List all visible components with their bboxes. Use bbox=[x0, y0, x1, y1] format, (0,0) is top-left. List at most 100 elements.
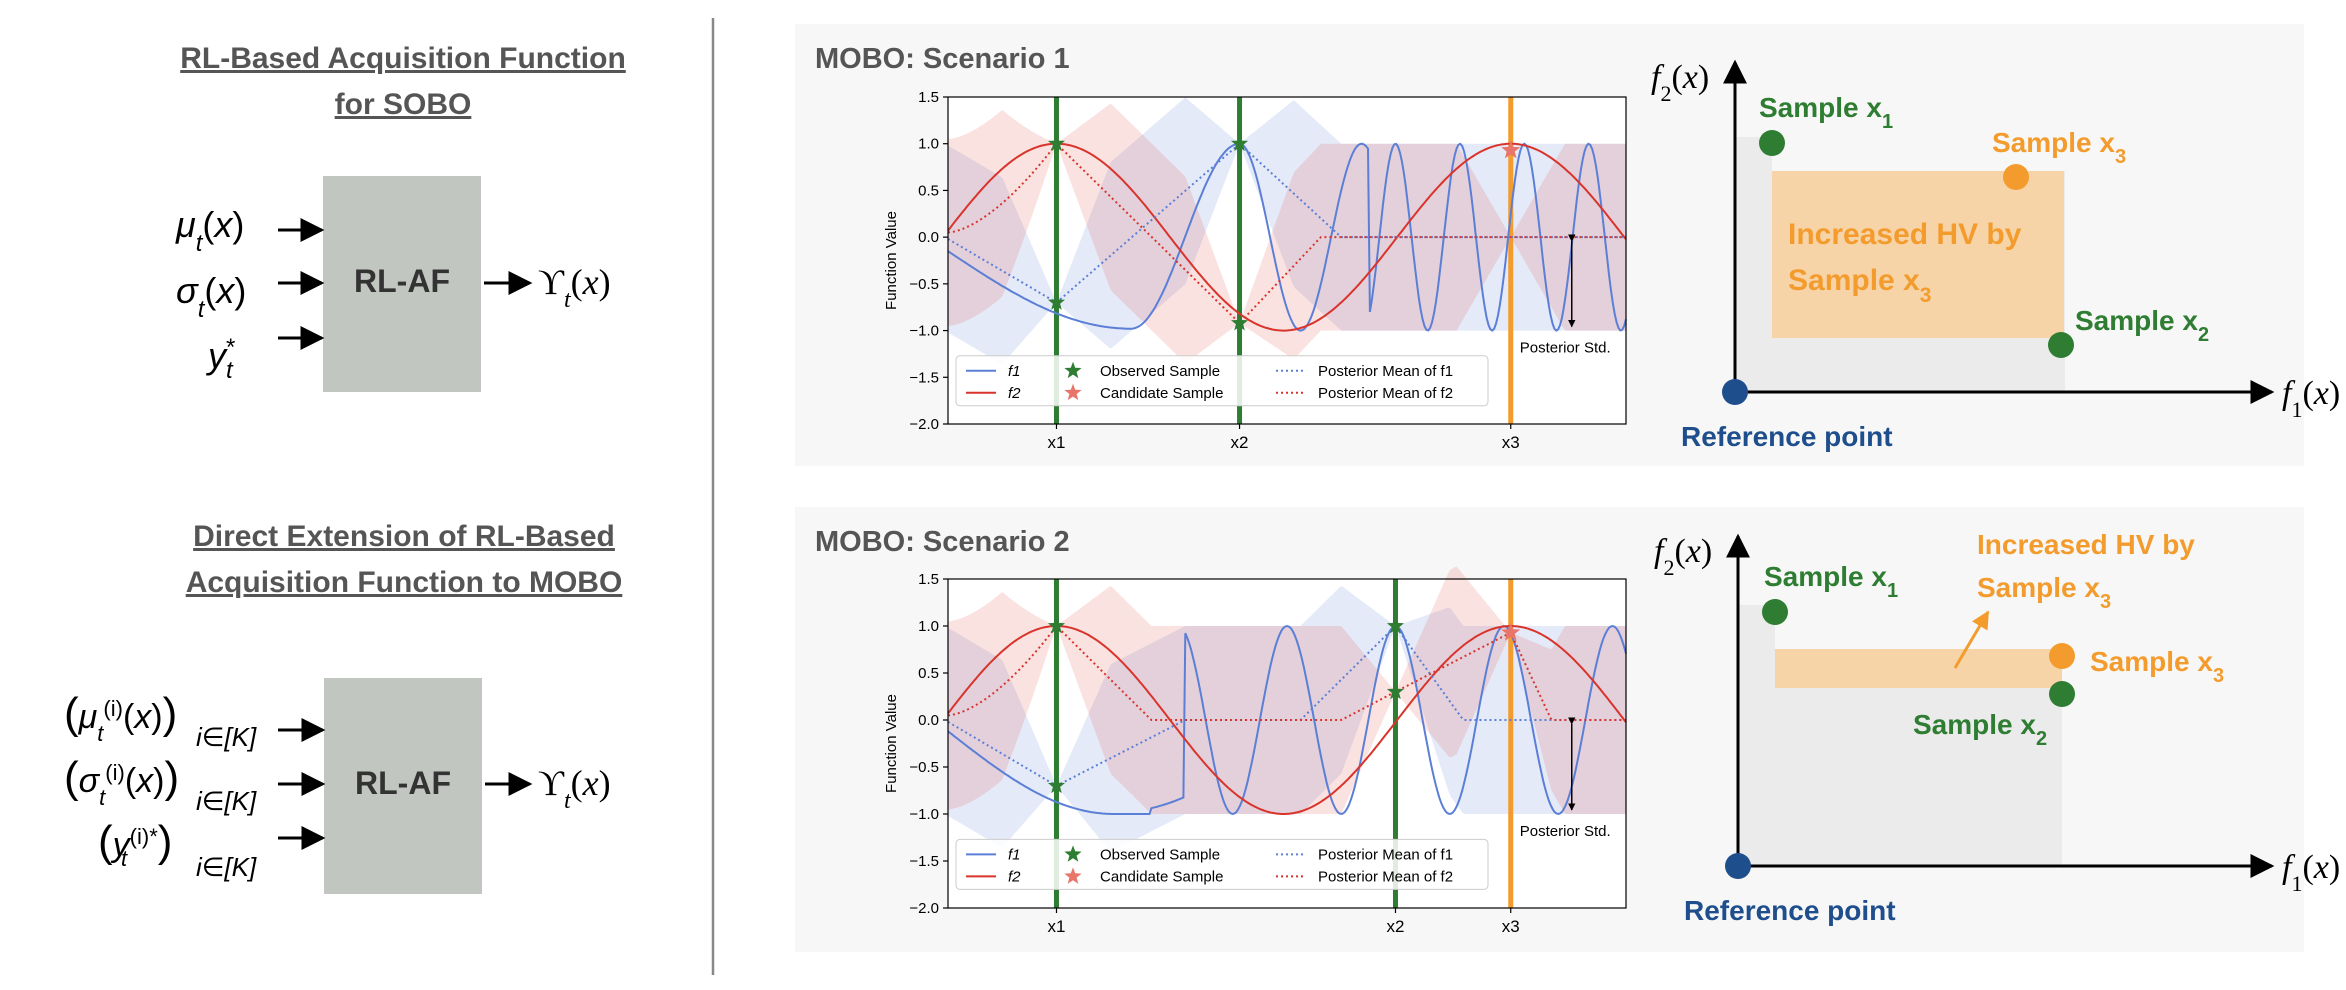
y-tick-label: −2.0 bbox=[909, 900, 939, 917]
y-tick-label: −0.5 bbox=[909, 276, 939, 293]
observed-star-f1-2 bbox=[1386, 617, 1404, 634]
y-tick-label: −1.0 bbox=[909, 323, 939, 340]
svg-text:t: t bbox=[226, 357, 234, 384]
sample-point-x2 bbox=[2048, 332, 2074, 358]
y-tick-label: 0.5 bbox=[918, 182, 939, 199]
f1-line bbox=[947, 142, 1627, 332]
sample-label-x3: Sample x3 bbox=[2090, 646, 2224, 687]
sobo-input-mu: μt(x) bbox=[175, 204, 244, 257]
x-tick-label: x3 bbox=[1502, 433, 1520, 452]
sobo-input-ystar: y* bbox=[205, 334, 235, 377]
sobo-output: ϒt(x) bbox=[538, 262, 611, 313]
sobo-rl-af-box bbox=[323, 176, 481, 392]
legend-swatch-3 bbox=[1064, 361, 1082, 379]
observed-star-f1-2 bbox=[1231, 134, 1249, 151]
sobo-title-line1: RL-Based Acquisition Function bbox=[180, 42, 626, 75]
y-tick-label: −1.5 bbox=[909, 369, 939, 386]
observed-star-f2-2 bbox=[1231, 314, 1249, 331]
scenario-2-panel: MOBO: Scenario 2 Posterior Std. 1.5 1.0 0.5 0… bbox=[795, 507, 2340, 952]
increased-hv-region bbox=[1772, 171, 2064, 338]
posterior-std-band-f1 bbox=[948, 97, 1626, 364]
sample-label-x2: Sample x2 bbox=[1913, 709, 2047, 750]
reference-point-label: Reference point bbox=[1684, 895, 1896, 926]
increased-hv-label-line2: Sample x3 bbox=[1788, 264, 1931, 307]
posterior-std-label: Posterior Std. bbox=[1520, 340, 1611, 357]
y-tick-label: 0.0 bbox=[918, 229, 939, 246]
legend-label-2: f2 bbox=[1008, 868, 1021, 885]
y-tick-label: −2.0 bbox=[909, 416, 939, 433]
y-axis-label: Function Value bbox=[883, 694, 900, 793]
y-tick-label: 1.5 bbox=[918, 89, 939, 106]
increased-hv-label-line1: Increased HV by bbox=[1977, 529, 2195, 560]
legend-box bbox=[955, 355, 1489, 407]
mobo-rl-af-label: RL-AF bbox=[355, 765, 451, 801]
legend-label-5: Posterior Mean of f1 bbox=[1318, 363, 1453, 380]
legend-swatch-4 bbox=[1064, 383, 1082, 401]
legend: f1 f2 Observed Sample Candidate Sample Poste… bbox=[955, 355, 1489, 407]
y-tick-label: −1.0 bbox=[909, 806, 939, 823]
scenario-title: MOBO: Scenario 2 bbox=[815, 526, 1070, 558]
x-tick-label: x1 bbox=[1047, 917, 1065, 936]
legend-label-6: Posterior Mean of f2 bbox=[1318, 868, 1453, 885]
sample-label-x1: Sample x1 bbox=[1764, 561, 1898, 602]
sample-point-x3 bbox=[2049, 643, 2075, 669]
sobo-title-line2: for SOBO bbox=[335, 88, 472, 121]
sample-point-x1 bbox=[1762, 599, 1788, 625]
pareto-x-axis-label: f1(x) bbox=[2282, 849, 2340, 896]
legend-label-1: f1 bbox=[1008, 363, 1021, 380]
increased-hv-label-line2: Sample x3 bbox=[1977, 572, 2111, 613]
legend-label-6: Posterior Mean of f2 bbox=[1318, 385, 1453, 402]
observed-star-f2-2 bbox=[1386, 682, 1404, 700]
sobo-inputs: μt(x) σt(x) y* t bbox=[175, 204, 246, 384]
x-tick-label: x2 bbox=[1231, 433, 1249, 452]
increased-hv-pointer-arrow bbox=[1953, 610, 1990, 669]
sobo-input-sigma: σt(x) bbox=[176, 270, 246, 323]
x-tick-label: x1 bbox=[1047, 433, 1065, 452]
legend-label-4: Candidate Sample bbox=[1100, 385, 1223, 402]
legend-label-3: Observed Sample bbox=[1100, 846, 1220, 863]
mobo-output: ϒt(x) bbox=[538, 763, 611, 814]
svg-text:t: t bbox=[121, 846, 128, 871]
sample-label-x3: Sample x3 bbox=[1992, 127, 2126, 168]
gp-plot: Posterior Std. 1.5 1.0 0.5 0.0 −0.5 −1.0 −1.5 −2… bbox=[883, 89, 1627, 452]
observed-star-f1-1 bbox=[1047, 776, 1065, 794]
legend-label-3: Observed Sample bbox=[1100, 363, 1220, 380]
scenario-1-panel: MOBO: Scenario 1 Posterior Std. 1.5 1.0 0.5 0… bbox=[795, 24, 2340, 466]
reference-point bbox=[1722, 379, 1748, 405]
y-tick-label: 1.0 bbox=[918, 136, 939, 153]
increased-hv-region bbox=[1775, 649, 2062, 688]
y-tick-label: −0.5 bbox=[909, 759, 939, 776]
observed-star-f1-1 bbox=[1047, 293, 1065, 310]
mobo-extension-section: Direct Extension of RL-Based Acquisition… bbox=[64, 520, 622, 894]
y-axis-label: Function Value bbox=[883, 211, 900, 310]
legend-label-1: f1 bbox=[1008, 846, 1021, 863]
y-tick-label: 0.5 bbox=[918, 665, 939, 682]
candidate-star bbox=[1501, 140, 1521, 159]
legend-swatch-4 bbox=[1064, 867, 1082, 884]
plot-frame bbox=[947, 578, 1627, 909]
mobo-input-mu: (μt(i)(x)) bbox=[64, 689, 177, 746]
scenario-title: MOBO: Scenario 1 bbox=[815, 43, 1070, 75]
sample-point-x3 bbox=[2003, 164, 2029, 190]
plot-frame bbox=[947, 96, 1627, 425]
legend-label-4: Candidate Sample bbox=[1100, 868, 1223, 885]
mobo-title-line2: Acquisition Function to MOBO bbox=[186, 566, 623, 599]
x-tick-label: x3 bbox=[1502, 917, 1520, 936]
reference-point-label: Reference point bbox=[1681, 421, 1893, 452]
mobo-title-line1: Direct Extension of RL-Based bbox=[193, 520, 615, 553]
svg-text:i∈[K]: i∈[K] bbox=[196, 852, 257, 882]
sample-label-x1: Sample x1 bbox=[1759, 92, 1893, 133]
legend-swatch-3 bbox=[1064, 845, 1082, 862]
mobo-inputs: (μt(i)(x)) i∈[K] (σt(i)(x)) i∈[K] (y(i)*… bbox=[64, 689, 257, 882]
sample-label-x2: Sample x2 bbox=[2075, 305, 2209, 346]
y-tick-label: 1.5 bbox=[918, 571, 939, 588]
f1-line bbox=[947, 624, 1627, 816]
gp-plot: Posterior Std. 1.5 1.0 0.5 0.0 −0.5 −1.0 −1.5 −2… bbox=[883, 566, 1627, 936]
posterior-std-label: Posterior Std. bbox=[1520, 823, 1611, 840]
posterior-mean-f1-line bbox=[947, 142, 1626, 303]
observed-star-f2-1 bbox=[1047, 617, 1065, 634]
svg-text:i∈[K]: i∈[K] bbox=[196, 722, 257, 752]
